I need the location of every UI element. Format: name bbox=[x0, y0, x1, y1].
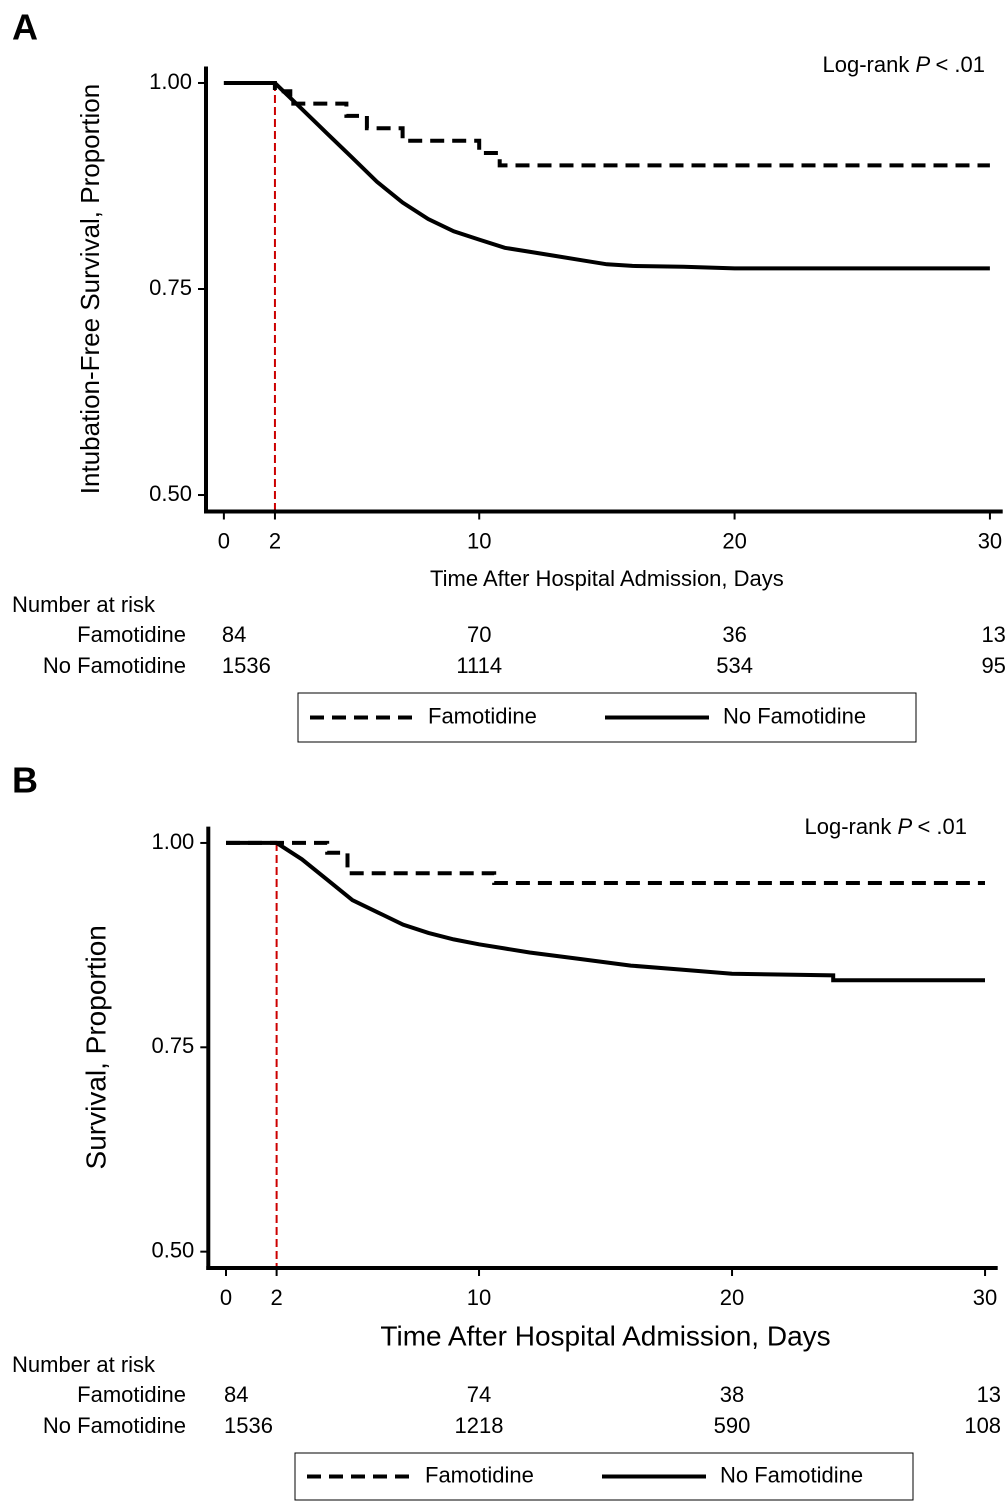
y-tick-label: 0.50 bbox=[149, 481, 192, 506]
annotation: Log-rank P < .01 bbox=[823, 52, 985, 77]
risk-value: 590 bbox=[714, 1413, 751, 1438]
annotation-part: < .01 bbox=[917, 814, 967, 839]
survival-curve bbox=[226, 840, 985, 983]
risk-value: 108 bbox=[964, 1413, 1001, 1438]
annotation-part: Log-rank bbox=[823, 52, 916, 77]
annotation-part: P bbox=[915, 52, 935, 77]
survival-curve bbox=[223, 81, 990, 168]
risk-value: 534 bbox=[716, 653, 753, 678]
risk-value: 74 bbox=[467, 1382, 491, 1407]
risk-value: 1536 bbox=[222, 653, 271, 678]
y-tick-label: 0.50 bbox=[151, 1237, 194, 1262]
risk-value: 95 bbox=[981, 653, 1005, 678]
annotation-part: P bbox=[897, 814, 917, 839]
risk-value: 1114 bbox=[456, 653, 502, 678]
risk-row-name: Famotidine bbox=[77, 1382, 186, 1407]
y-tick-label: 1.00 bbox=[151, 829, 194, 854]
risk-value: 36 bbox=[722, 622, 746, 647]
risk-value: 70 bbox=[467, 622, 491, 647]
legend-label: No Famotidine bbox=[723, 703, 866, 728]
risk-value: 13 bbox=[977, 1382, 1001, 1407]
x-tick-label: 0 bbox=[218, 528, 230, 553]
x-tick-label: 20 bbox=[720, 1285, 744, 1310]
y-tick-label: 0.75 bbox=[149, 275, 192, 300]
risk-table-title: Number at risk bbox=[12, 592, 156, 617]
panel-label: A bbox=[12, 7, 38, 48]
legend-label: Famotidine bbox=[425, 1462, 534, 1487]
x-tick-label: 2 bbox=[270, 1285, 282, 1310]
y-tick-label: 1.00 bbox=[149, 69, 192, 94]
risk-value: 38 bbox=[720, 1382, 744, 1407]
risk-row-name: Famotidine bbox=[77, 622, 186, 647]
risk-table-title: Number at risk bbox=[12, 1352, 156, 1377]
risk-value: 84 bbox=[222, 622, 246, 647]
x-axis-title: Time After Hospital Admission, Days bbox=[430, 566, 784, 591]
x-tick-label: 10 bbox=[467, 1285, 491, 1310]
risk-value: 1218 bbox=[455, 1413, 504, 1438]
risk-value: 84 bbox=[224, 1382, 248, 1407]
risk-row-name: No Famotidine bbox=[43, 653, 186, 678]
x-tick-label: 2 bbox=[269, 528, 281, 553]
x-axis-title: Time After Hospital Admission, Days bbox=[380, 1320, 830, 1351]
x-tick-label: 30 bbox=[973, 1285, 997, 1310]
risk-value: 13 bbox=[981, 622, 1005, 647]
risk-value: 1536 bbox=[224, 1413, 273, 1438]
panel-label: B bbox=[12, 760, 38, 801]
x-tick-label: 0 bbox=[220, 1285, 232, 1310]
legend-label: No Famotidine bbox=[720, 1462, 863, 1487]
survival-curve bbox=[223, 81, 990, 271]
y-axis-title: Intubation-Free Survival, Proportion bbox=[75, 84, 105, 494]
y-tick-label: 0.75 bbox=[151, 1033, 194, 1058]
risk-row-name: No Famotidine bbox=[43, 1413, 186, 1438]
annotation: Log-rank P < .01 bbox=[805, 814, 967, 839]
annotation-part: < .01 bbox=[935, 52, 985, 77]
legend-label: Famotidine bbox=[428, 703, 537, 728]
annotation-part: Log-rank bbox=[805, 814, 898, 839]
survival-curve bbox=[226, 840, 985, 885]
x-tick-label: 20 bbox=[722, 528, 746, 553]
x-tick-label: 30 bbox=[978, 528, 1002, 553]
y-axis-title: Survival, Proportion bbox=[80, 925, 111, 1169]
x-tick-label: 10 bbox=[467, 528, 491, 553]
